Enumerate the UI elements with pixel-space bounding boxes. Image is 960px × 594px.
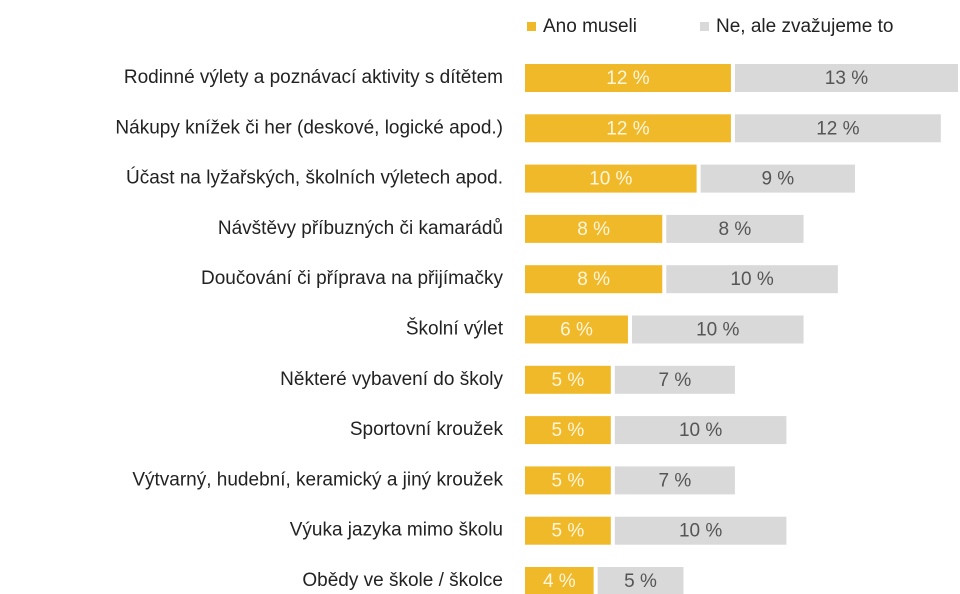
bar-segment [614, 516, 787, 545]
category-label: Výuka jazyka mimo školu [290, 520, 503, 541]
value-label: 8 % [577, 219, 610, 240]
bar-segment [525, 114, 731, 143]
bar-segment [614, 365, 735, 394]
bar-segment [525, 64, 731, 92]
bar-segment [525, 416, 611, 445]
value-label: 12 % [816, 118, 859, 139]
value-label: 8 % [719, 219, 752, 240]
value-label: 7 % [658, 470, 691, 491]
category-label: Nákupy knížek či her (deskové, logické a… [115, 117, 503, 138]
value-label: 10 % [679, 521, 722, 542]
bar-segment [700, 164, 856, 193]
bar-segment [614, 466, 735, 495]
category-label: Doučování či příprava na přijímačky [201, 268, 504, 289]
category-label: Účast na lyžařských, školních výletech a… [126, 167, 503, 189]
bar-segment [525, 516, 611, 545]
value-label: 10 % [730, 269, 773, 290]
value-label: 12 % [606, 118, 649, 139]
value-label: 4 % [543, 571, 576, 592]
bar-segment [525, 365, 611, 394]
category-label: Výtvarný, hudební, keramický a jiný krou… [132, 469, 503, 490]
category-label: Školní výlet [406, 318, 504, 340]
value-label: 13 % [825, 68, 868, 89]
category-label: Obědy ve škole / školce [302, 570, 503, 591]
bar-segment [614, 416, 787, 445]
bar-segment [525, 567, 594, 594]
value-label: 8 % [577, 269, 610, 290]
category-label: Sportovní kroužek [350, 419, 504, 440]
bar-segment [597, 567, 684, 594]
value-label: 5 % [552, 370, 585, 391]
legend-swatch [700, 22, 709, 31]
legend-label: Ne, ale zvažujeme to [716, 16, 893, 37]
bar-segment [666, 214, 804, 243]
category-label: Některé vybavení do školy [280, 369, 503, 390]
bar-segment [631, 315, 804, 344]
value-label: 7 % [658, 370, 691, 391]
value-label: 5 % [552, 470, 585, 491]
value-label: 10 % [679, 420, 722, 441]
value-label: 12 % [606, 68, 649, 89]
bar-segment [525, 315, 628, 344]
value-label: 6 % [560, 320, 593, 341]
value-label: 9 % [761, 169, 794, 190]
value-label: 5 % [552, 521, 585, 542]
bar-segment [666, 265, 838, 294]
bar-segment [734, 114, 941, 143]
bar-segment [525, 164, 697, 193]
bar-segment [525, 265, 663, 294]
value-label: 5 % [552, 420, 585, 441]
bar-segment [734, 64, 958, 92]
value-label: 10 % [696, 320, 739, 341]
bar-segment [525, 466, 611, 495]
value-label: 5 % [624, 571, 657, 592]
value-label: 10 % [589, 169, 632, 190]
category-label: Rodinné výlety a poznávací aktivity s dí… [124, 67, 503, 88]
legend-label: Ano museli [543, 16, 637, 37]
legend-swatch [527, 22, 536, 31]
bar-segment [525, 214, 663, 243]
category-label: Návštěvy příbuzných či kamarádů [218, 218, 503, 239]
